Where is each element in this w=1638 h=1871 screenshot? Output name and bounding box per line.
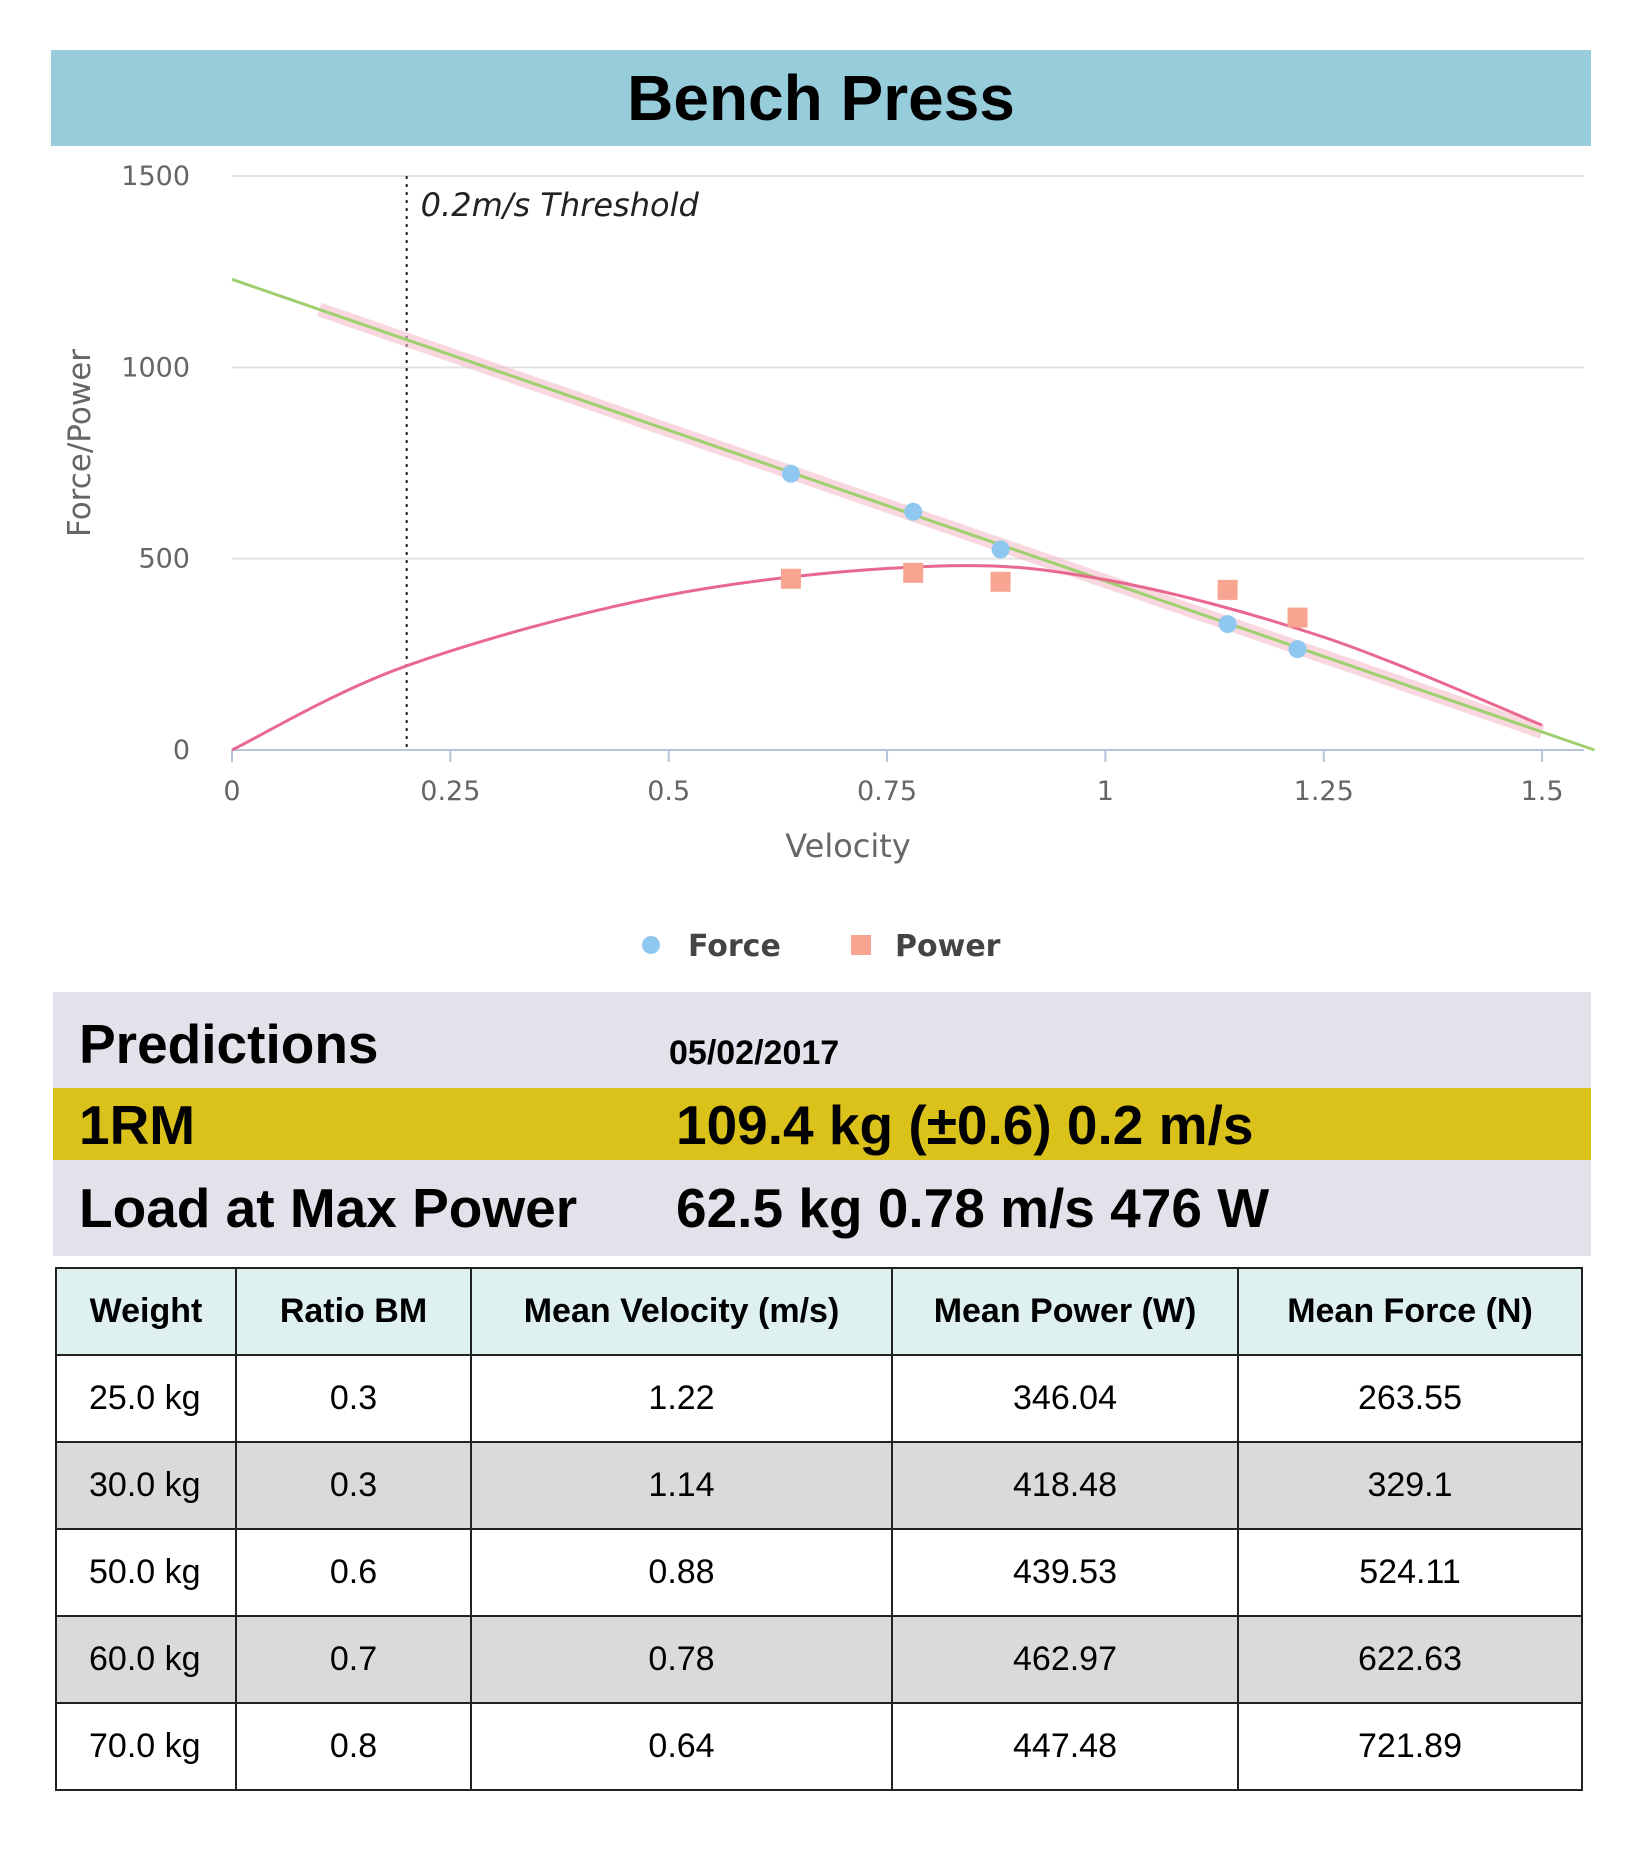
x-tick-label: 0.75 (857, 776, 917, 807)
predictions-heading: Predictions (79, 1013, 379, 1075)
legend-power-label: Power (895, 929, 1001, 964)
cell-ratio-bm: 0.7 (235, 1615, 472, 1704)
x-axis-title: Velocity (785, 827, 911, 865)
results-table: Weight Ratio BM Mean Velocity (m/s) Mean… (55, 1267, 1583, 1791)
max-power-row: Load at Max Power 62.5 kg 0.78 m/s 476 W (53, 1160, 1591, 1256)
table-row: 25.0 kg 0.3 1.22 346.04 263.55 (55, 1354, 1583, 1443)
header-mean-power: Mean Power (W) (891, 1267, 1239, 1356)
force-velocity-chart: 0 500 1000 1500 0 0.25 0.5 0.75 1 1.25 1.5 Velocity… (62, 161, 1595, 964)
y-tick-label: 0 (173, 735, 190, 766)
one-rm-label: 1RM (79, 1094, 196, 1156)
table-header-row: Weight Ratio BM Mean Velocity (m/s) Mean… (55, 1267, 1583, 1356)
cell-weight: 30.0 kg (55, 1441, 237, 1530)
legend-force-label: Force (688, 929, 781, 964)
force-point (904, 502, 923, 521)
y-tick-label: 1500 (121, 161, 190, 192)
cell-mean-power: 418.48 (891, 1441, 1239, 1530)
cell-mean-force: 263.55 (1237, 1354, 1583, 1443)
cell-mean-force: 524.11 (1237, 1528, 1583, 1617)
header-mean-velocity: Mean Velocity (m/s) (470, 1267, 893, 1356)
force-point (1288, 640, 1307, 659)
cell-mean-velocity: 1.22 (470, 1354, 893, 1443)
y-axis-title: Force/Power (62, 349, 98, 537)
force-point (1218, 615, 1237, 634)
one-rm-row: 1RM 109.4 kg (±0.6) 0.2 m/s (53, 1088, 1591, 1160)
cell-mean-power: 346.04 (891, 1354, 1239, 1443)
cell-weight: 25.0 kg (55, 1354, 237, 1443)
cell-mean-velocity: 0.88 (470, 1528, 893, 1617)
power-point (1287, 607, 1308, 628)
y-tick-label: 1000 (121, 352, 190, 383)
header-mean-force: Mean Force (N) (1237, 1267, 1583, 1356)
power-fit-curve (231, 564, 1543, 752)
predictions-date: 05/02/2017 (669, 1034, 840, 1072)
legend-force-marker (642, 936, 660, 954)
max-power-value: 62.5 kg 0.78 m/s 476 W (676, 1177, 1270, 1239)
x-tick-label: 1.25 (1294, 776, 1354, 807)
cell-ratio-bm: 0.8 (235, 1702, 472, 1791)
power-point (990, 571, 1011, 592)
cell-ratio-bm: 0.6 (235, 1528, 472, 1617)
cell-ratio-bm: 0.3 (235, 1354, 472, 1443)
cell-weight: 50.0 kg (55, 1528, 237, 1617)
power-point (903, 562, 924, 583)
header-weight: Weight (55, 1267, 237, 1356)
cell-mean-force: 329.1 (1237, 1441, 1583, 1530)
cell-mean-force: 721.89 (1237, 1702, 1583, 1791)
y-tick-label: 500 (138, 544, 190, 575)
cell-ratio-bm: 0.3 (235, 1441, 472, 1530)
x-tick-label: 0.25 (420, 776, 480, 807)
x-tick-label: 0 (223, 776, 240, 807)
page-title: Bench Press (627, 62, 1015, 134)
x-tick-label: 1 (1097, 776, 1114, 807)
max-power-label: Load at Max Power (79, 1177, 578, 1239)
predictions-header: Predictions 05/02/2017 (53, 992, 1591, 1088)
cell-mean-power: 462.97 (891, 1615, 1239, 1704)
header-ratio-bm: Ratio BM (235, 1267, 472, 1356)
force-point (991, 540, 1010, 559)
force-point (781, 464, 800, 483)
cell-mean-power: 439.53 (891, 1528, 1239, 1617)
cell-mean-force: 622.63 (1237, 1615, 1583, 1704)
table-row: 70.0 kg 0.8 0.64 447.48 721.89 (55, 1702, 1583, 1791)
cell-mean-velocity: 1.14 (470, 1441, 893, 1530)
cell-mean-velocity: 0.78 (470, 1615, 893, 1704)
power-point (780, 568, 801, 589)
x-tick-label: 1.5 (1521, 776, 1564, 807)
cell-mean-velocity: 0.64 (470, 1702, 893, 1791)
cell-weight: 70.0 kg (55, 1702, 237, 1791)
cell-weight: 60.0 kg (55, 1615, 237, 1704)
power-point (1217, 579, 1238, 600)
table-row: 50.0 kg 0.6 0.88 439.53 524.11 (55, 1528, 1583, 1617)
x-tick-label: 0.5 (647, 776, 690, 807)
legend-power-marker (851, 935, 871, 955)
threshold-label: 0.2m/s Threshold (421, 186, 700, 224)
table-row: 60.0 kg 0.7 0.78 462.97 622.63 (55, 1615, 1583, 1704)
one-rm-value: 109.4 kg (±0.6) 0.2 m/s (676, 1094, 1254, 1156)
table-row: 30.0 kg 0.3 1.14 418.48 329.1 (55, 1441, 1583, 1530)
title-bar: Bench Press (51, 50, 1591, 146)
cell-mean-power: 447.48 (891, 1702, 1239, 1791)
